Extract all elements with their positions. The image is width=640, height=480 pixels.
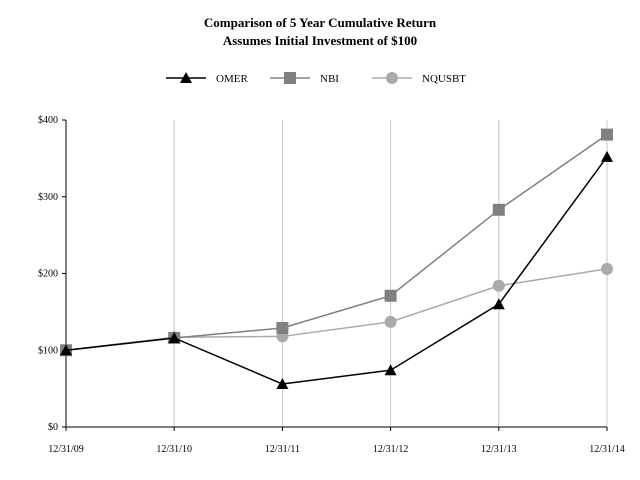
data-point-nbi xyxy=(492,203,505,216)
data-point-omer xyxy=(601,150,613,162)
chart-title: Comparison of 5 Year Cumulative Return xyxy=(204,15,437,30)
legend-marker-nbi xyxy=(284,72,296,84)
data-point-nqusbt xyxy=(384,315,397,328)
y-tick-label: $300 xyxy=(38,192,58,203)
series-omer xyxy=(60,150,613,390)
data-point-nqusbt xyxy=(492,279,505,292)
legend-label: NBI xyxy=(320,73,339,85)
legend-marker-omer xyxy=(180,72,192,83)
grid xyxy=(173,120,608,427)
series-line-omer xyxy=(65,156,608,385)
y-tick-label: $200 xyxy=(38,269,58,280)
x-tick-label: 12/31/10 xyxy=(156,444,192,455)
series-line-nqusbt xyxy=(65,268,608,351)
chart-subtitle: Assumes Initial Investment of $100 xyxy=(223,33,417,48)
y-tick-label: $400 xyxy=(38,115,58,126)
legend-item-nqusbt: NQUSBT xyxy=(372,72,466,85)
y-tick-label: $0 xyxy=(48,422,58,433)
series-group xyxy=(60,128,613,390)
legend-label: NQUSBT xyxy=(422,73,466,85)
legend-item-omer: OMER xyxy=(166,72,248,85)
series-line-nbi xyxy=(65,133,608,351)
y-axis-ticks: $0 $100 $200 $300 $400 xyxy=(38,115,66,433)
x-tick-label: 12/31/12 xyxy=(373,444,409,455)
y-tick-label: $100 xyxy=(38,345,58,356)
data-point-nbi xyxy=(384,289,397,302)
data-point-omer xyxy=(276,378,289,390)
legend: OMER NBI NQUSBT xyxy=(166,72,466,85)
data-point-omer xyxy=(60,344,72,356)
data-point-nqusbt xyxy=(601,262,613,275)
legend-item-nbi: NBI xyxy=(270,72,339,85)
data-point-nbi xyxy=(601,128,613,141)
legend-marker-nqusbt xyxy=(386,72,398,84)
x-tick-label: 12/31/11 xyxy=(265,444,300,455)
x-tick-label: 12/31/09 xyxy=(48,444,84,455)
axes xyxy=(65,120,607,428)
data-point-omer xyxy=(384,364,397,376)
series-nbi xyxy=(60,128,613,357)
legend-label: OMER xyxy=(216,73,248,85)
x-tick-label: 12/31/14 xyxy=(589,444,625,455)
data-point-omer xyxy=(168,331,181,343)
data-point-nbi xyxy=(276,321,289,334)
data-point-omer xyxy=(492,298,505,310)
x-axis-ticks: 12/31/09 12/31/10 12/31/11 12/31/12 12/31/13… xyxy=(48,427,625,455)
x-tick-label: 12/31/13 xyxy=(481,444,517,455)
